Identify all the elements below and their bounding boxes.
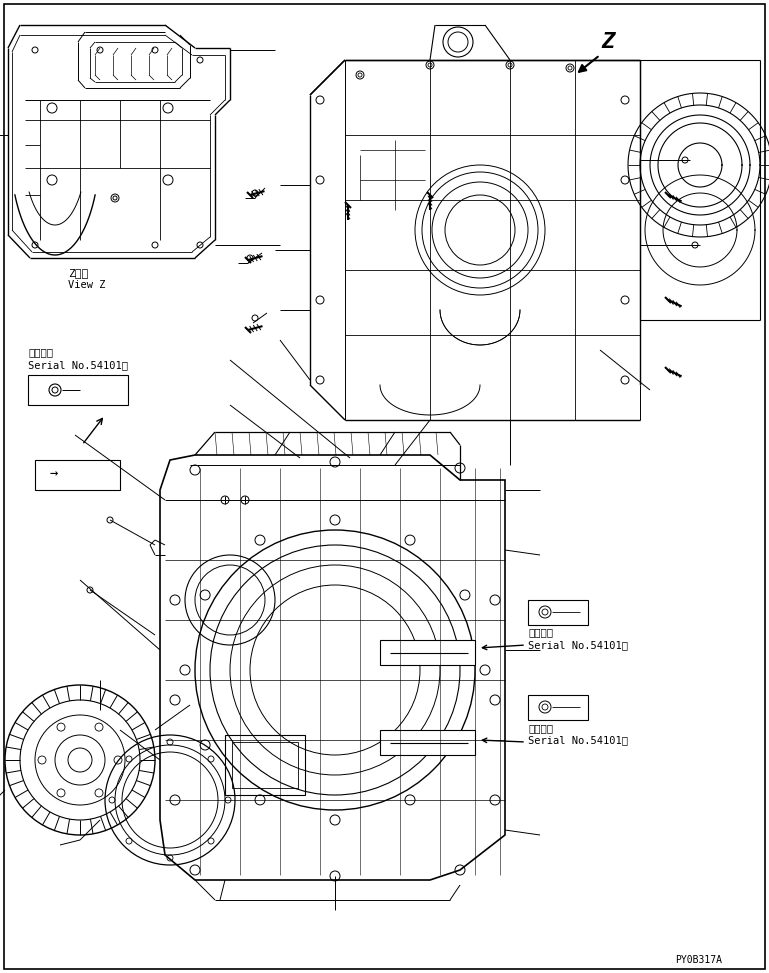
Text: 適用号機: 適用号機 bbox=[528, 627, 553, 637]
Circle shape bbox=[113, 196, 117, 200]
Text: View Z: View Z bbox=[68, 280, 105, 290]
Circle shape bbox=[508, 63, 512, 67]
Text: Z: Z bbox=[601, 32, 614, 52]
Bar bbox=[528, 695, 588, 720]
Circle shape bbox=[542, 704, 548, 710]
Circle shape bbox=[52, 387, 58, 393]
Circle shape bbox=[568, 66, 572, 70]
Bar bbox=[35, 460, 120, 490]
Bar bbox=[28, 375, 128, 405]
Text: PY0B317A: PY0B317A bbox=[675, 955, 722, 965]
Circle shape bbox=[358, 73, 362, 77]
Circle shape bbox=[428, 63, 432, 67]
Text: Serial No.54101～: Serial No.54101～ bbox=[528, 735, 628, 745]
Bar bbox=[380, 730, 475, 755]
Bar bbox=[528, 600, 588, 625]
Text: Serial No.54101～: Serial No.54101～ bbox=[528, 640, 628, 650]
Text: Z　視: Z 視 bbox=[68, 268, 88, 278]
Text: 適用号機: 適用号機 bbox=[528, 723, 553, 733]
Bar bbox=[380, 640, 475, 665]
Bar bbox=[225, 735, 305, 795]
Text: →: → bbox=[50, 466, 58, 480]
Text: 適用号機: 適用号機 bbox=[28, 347, 53, 357]
Bar bbox=[232, 742, 298, 788]
Circle shape bbox=[542, 609, 548, 615]
Text: Serial No.54101～: Serial No.54101～ bbox=[28, 360, 128, 370]
